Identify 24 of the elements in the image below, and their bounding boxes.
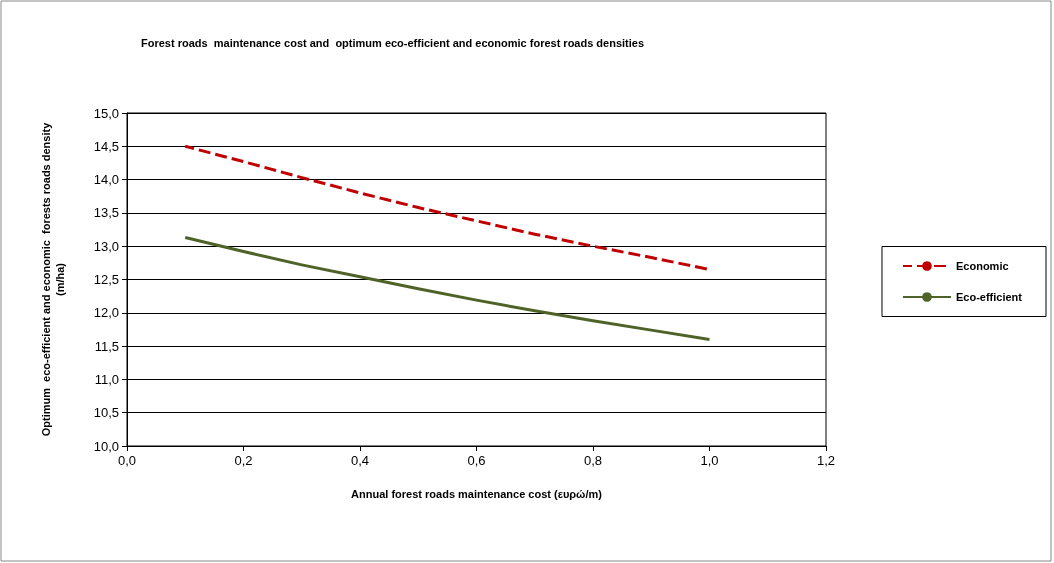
x-tick-label: 0,6 [467,453,486,468]
chart-title: Forest roads maintenance cost and optimum eco-efficient and economic forest roads densities [141,36,645,49]
y-tick-label: 13,5 [93,205,119,221]
legend-label: Eco-efficient [955,291,1023,303]
y-tick-label: 14,5 [93,138,119,154]
y-tick-label: 14,0 [93,172,119,188]
y-tick-label: 12,5 [93,272,119,287]
y-tick-label: 10,0 [93,438,119,454]
x-tick-label: 1,0 [700,453,719,468]
y-tick-label: 11,5 [94,338,119,354]
y-tick-label: 10,5 [93,405,119,421]
x-tick-label: 0,2 [234,453,253,468]
legend-label: Economic [955,260,1009,272]
y-tick-label: 12,0 [93,305,119,321]
y-tick-label: 11,0 [94,371,119,387]
y-tick-label: 13,0 [93,238,119,254]
x-tick-label: 0,8 [583,453,603,468]
x-tick-label: 1,2 [816,453,836,468]
y-tick-label: 15,0 [93,105,119,121]
x-axis-title: Annual forest roads maintenance cost (ευρώ/m) [351,487,603,500]
x-tick-label: 0,4 [350,453,370,468]
y-axis-title: Optimum eco-efficient and economic forests roads density (m/ha) [40,121,66,437]
line-series [183,236,711,341]
x-tick-label: 0,0 [117,453,137,468]
